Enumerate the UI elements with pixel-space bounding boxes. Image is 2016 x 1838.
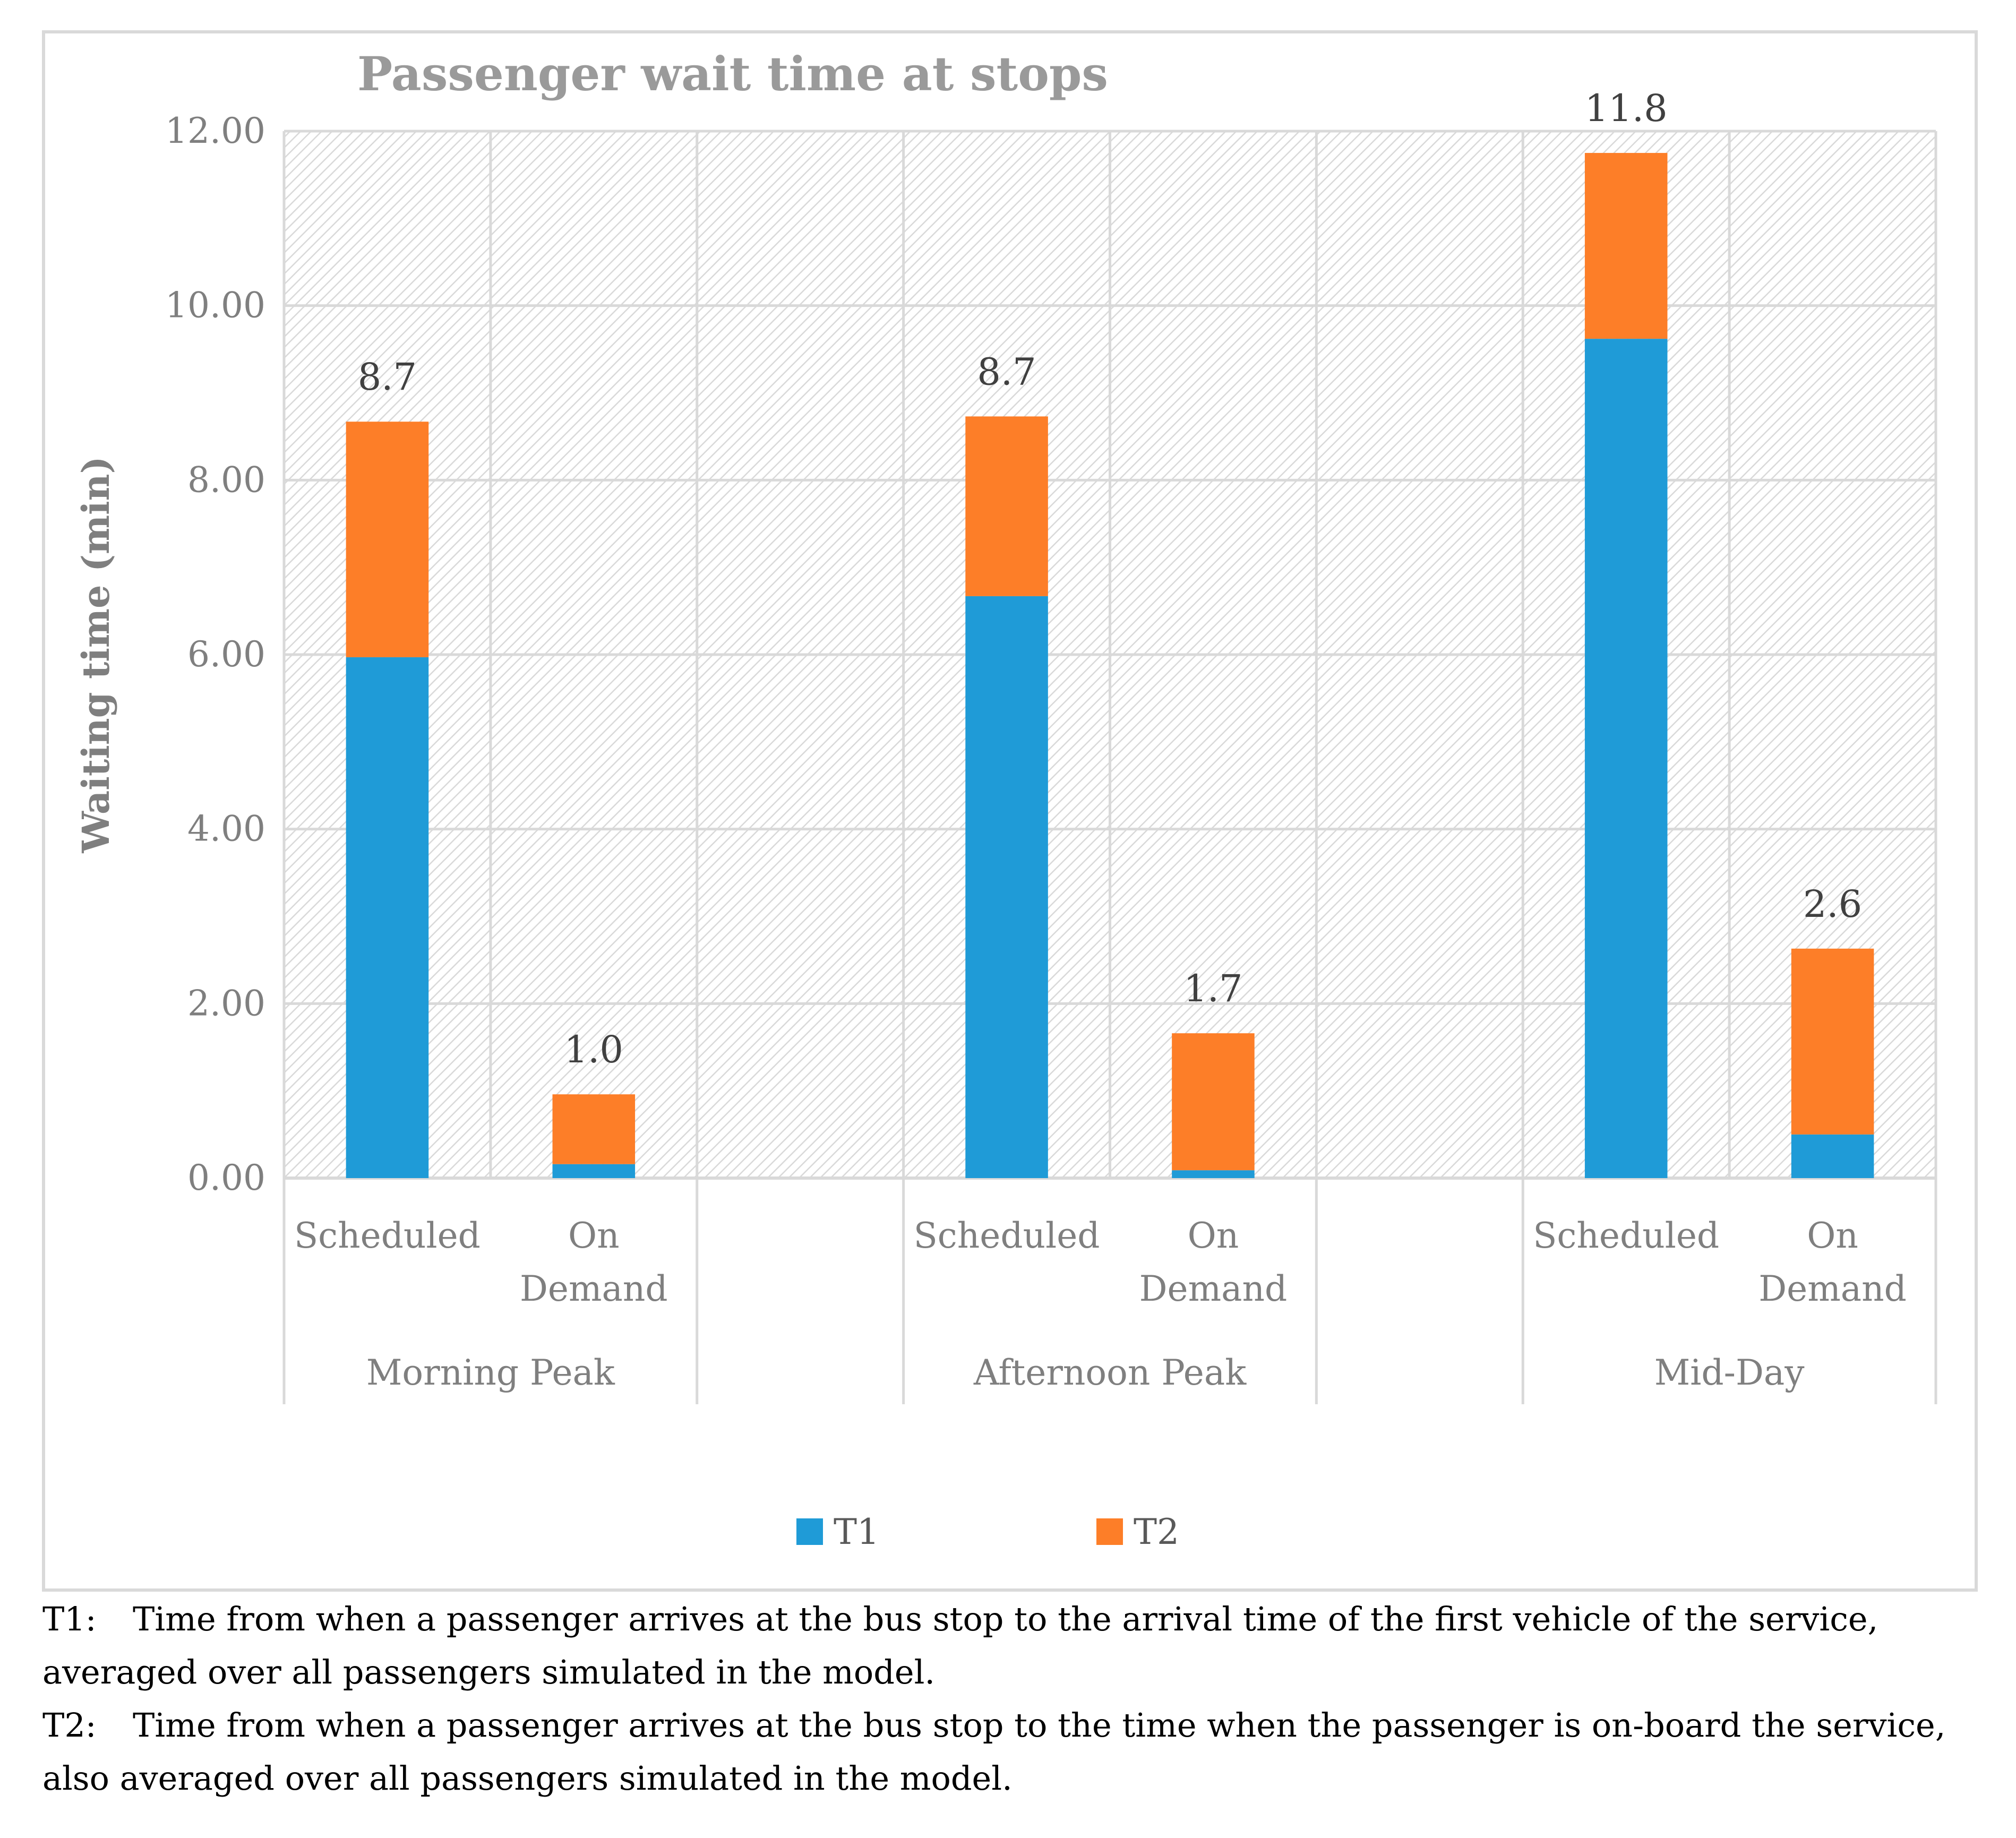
x-tick-label: On [1807,1215,1858,1256]
y-tick-label: 12.00 [165,110,265,151]
bar-t2 [1791,948,1874,1135]
bar-t1 [346,657,429,1178]
labels: 0.00 2.00 4.00 6.00 8.00 10.00 12.00 8.7 Schedul… [165,87,1907,1393]
x-tick-label: Demand [520,1268,668,1309]
x-tick-label: Demand [1758,1268,1907,1309]
footnote-t2: T2: Time from when a passenger arrives at… [42,1699,2007,1805]
data-label: 8.7 [977,350,1036,393]
chart-title: Passenger wait time at stops [357,46,1108,101]
x-tick-label: Demand [1139,1268,1288,1309]
bar-t2 [1172,1033,1255,1171]
group-label: Morning Peak [366,1352,615,1393]
legend-label-t1: T1 [834,1511,879,1552]
footnotes: T1: Time from when a passenger arrives at… [42,1593,2007,1805]
x-tick-label: On [568,1215,620,1256]
group-label: Mid-Day [1654,1352,1805,1393]
y-tick-label: 8.00 [187,459,265,500]
data-label: 2.6 [1803,882,1862,926]
footnote-text-cont: averaged over all passengers simulated i… [42,1653,936,1691]
legend-swatch-t1 [796,1518,823,1545]
bars [346,153,1874,1179]
y-tick-label: 6.00 [187,634,265,675]
legend: T1 T2 [796,1511,1179,1552]
data-label: 1.0 [564,1028,623,1071]
bar-t1 [1791,1134,1874,1178]
y-tick-label: 2.00 [187,983,265,1024]
bar-t1 [965,596,1048,1178]
data-label: 1.7 [1183,967,1242,1010]
bar-t2 [346,422,429,657]
group-label: Afternoon Peak [973,1352,1247,1393]
legend-swatch-t2 [1096,1518,1123,1545]
bar-t1 [1584,339,1668,1179]
x-tick-label: Scheduled [1533,1215,1719,1256]
y-axis-label: Waiting time (min) [74,456,118,853]
y-tick-label: 4.00 [187,809,265,849]
legend-label-t2: T2 [1134,1511,1179,1552]
bar-t2 [1584,153,1668,339]
y-tick-label: 10.00 [165,285,265,326]
footnote-text-cont: also averaged over all passengers simula… [42,1759,1013,1798]
data-label: 8.7 [358,355,417,399]
data-label: 11.8 [1585,87,1668,130]
bar-t2 [552,1094,636,1164]
bar-t1 [1172,1170,1255,1178]
footnote-t1: T1: Time from when a passenger arrives at… [42,1593,2007,1699]
x-tick-label: Scheduled [914,1215,1100,1256]
footnote-text: Time from when a passenger arrives at th… [133,1600,1878,1638]
footnote-text: Time from when a passenger arrives at th… [133,1706,1946,1745]
y-tick-label: 0.00 [187,1157,265,1198]
footnote-key: T1: [42,1600,97,1638]
footnote-key: T2: [42,1706,97,1745]
bar-t2 [965,416,1048,596]
x-tick-label: On [1188,1215,1239,1256]
x-tick-label: Scheduled [294,1215,481,1256]
bar-t1 [552,1164,636,1178]
